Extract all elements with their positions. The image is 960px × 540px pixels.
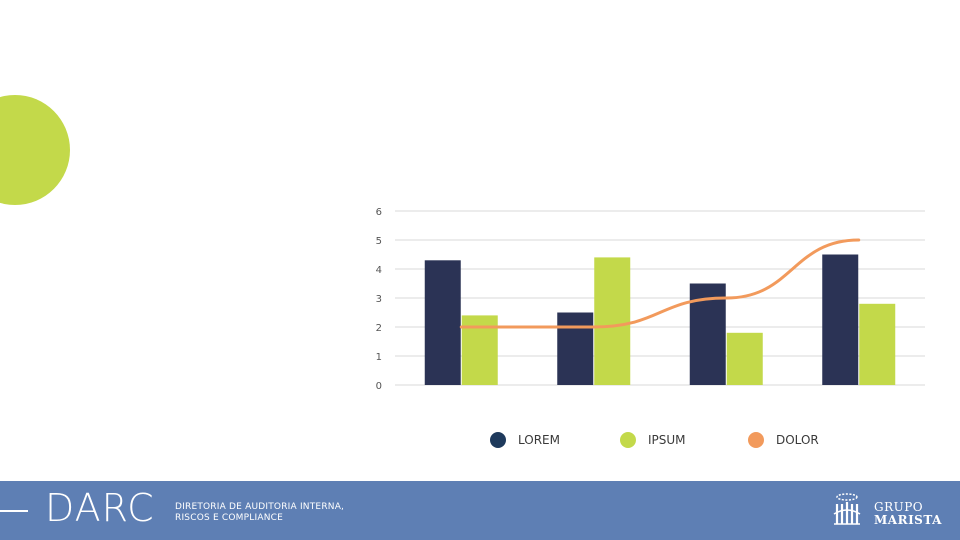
legend-dot-dolor [748,432,764,448]
combo-chart: 0 1 2 3 4 5 6 [376,207,925,392]
legend-item-lorem: LOREM [490,432,560,448]
legend-dot-ipsum [620,432,636,448]
bar-ipsum-3 [859,303,896,385]
bar-ipsum-2 [726,332,763,385]
footer-bar: DARC DIRETORIA DE AUDITORIA INTERNA, RIS… [0,481,960,540]
footer-brand: DARC [45,486,155,530]
legend-dot-lorem [490,432,506,448]
legend-label-ipsum: IPSUM [648,433,686,447]
footer-logo-line2: MARISTA [874,513,942,527]
footer-subtitle: DIRETORIA DE AUDITORIA INTERNA, RISCOS E… [175,502,344,524]
footer-subtitle-line1: DIRETORIA DE AUDITORIA INTERNA, [175,502,345,512]
footer-logo-text: GRUPO MARISTA [874,501,942,527]
legend-label-dolor: DOLOR [776,433,819,447]
marista-logo-icon [833,493,861,525]
y-tick-label: 3 [376,294,382,305]
y-tick-label: 4 [376,265,382,276]
bars [424,254,896,385]
y-tick-label: 6 [376,207,382,218]
line-series [459,238,861,329]
bar-lorem-1 [557,312,594,385]
y-tick-label: 0 [376,381,382,392]
y-tick-label: 5 [376,236,382,247]
y-tick-label: 2 [376,323,382,334]
y-axis-ticks: 0 1 2 3 4 5 6 [376,207,382,392]
legend-item-dolor: DOLOR [748,432,819,448]
footer-dash [0,510,28,512]
bar-ipsum-1 [594,257,631,385]
legend-label-lorem: LOREM [518,433,560,447]
legend-item-ipsum: IPSUM [620,432,686,448]
bar-lorem-3 [822,254,859,385]
y-tick-label: 1 [376,352,382,363]
line-dolor [459,238,861,329]
footer-subtitle-line2: RISCOS E COMPLIANCE [175,513,283,523]
footer-logo-line1: GRUPO [874,500,924,514]
bar-lorem-0 [424,260,461,385]
